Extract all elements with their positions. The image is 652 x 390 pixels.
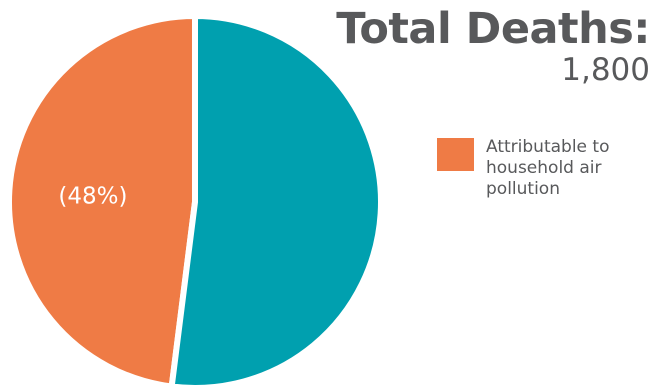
legend-label-household-air-pollution: Attributable to household air pollution — [486, 137, 610, 199]
chart-title: Total Deaths: — [336, 4, 650, 54]
pie-slice-label-1: (48%) — [58, 184, 127, 210]
total-deaths-value: 1,800 — [561, 52, 650, 88]
pie-slice-1 — [6, 12, 198, 390]
legend: Attributable to household air pollution — [437, 137, 652, 200]
legend-swatch-household-air-pollution — [437, 138, 474, 171]
pie-slice-2 — [168, 12, 385, 390]
pie-chart: (48%) — [6, 12, 385, 390]
